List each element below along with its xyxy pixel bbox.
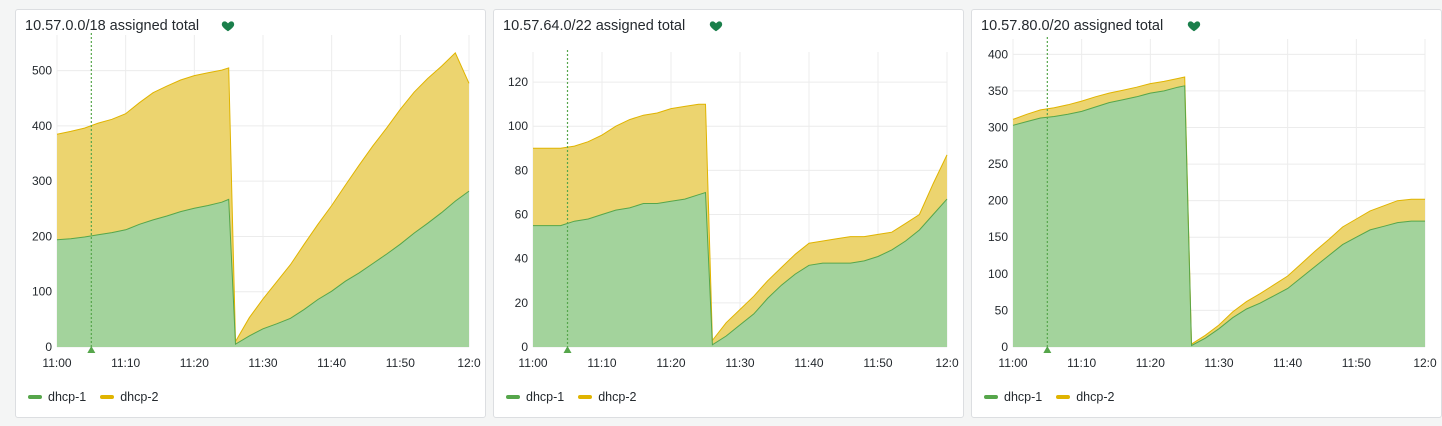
series-line-dhcp-1 <box>1012 85 1425 347</box>
panel-title[interactable]: 10.57.80.0/20 assigned total <box>981 18 1164 34</box>
y-tick-label: 300 <box>32 174 52 188</box>
x-tick-label: 11:30 <box>1204 356 1233 370</box>
legend-label: dhcp-2 <box>1076 390 1115 404</box>
series-line-dhcp-1 <box>56 190 470 346</box>
legend-label: dhcp-2 <box>598 390 637 404</box>
y-tick-label: 60 <box>515 208 529 222</box>
x-tick-label: 11:00 <box>518 356 547 370</box>
annotation-marker <box>87 346 96 353</box>
heart-icon[interactable] <box>709 19 723 33</box>
x-tick-label: 11:00 <box>998 356 1027 370</box>
x-tick-label: 11:50 <box>386 356 415 370</box>
x-tick-label: 11:30 <box>725 356 754 370</box>
x-tick-label: 11:00 <box>42 356 71 370</box>
y-tick-label: 500 <box>32 64 52 78</box>
legend-item[interactable]: dhcp-2 <box>100 390 158 404</box>
legend: dhcp-1 dhcp-2 <box>506 390 636 404</box>
panel-title[interactable]: 10.57.64.0/22 assigned total <box>503 18 686 34</box>
series-line-dhcp-1 <box>533 191 948 346</box>
x-tick-label: 12:0 <box>1413 356 1437 370</box>
stacked-area-chart[interactable]: 0 20 40 60 80 100 120 11:00 11:10 11:20 11:30 11:40… <box>494 10 965 419</box>
chart-panel[interactable]: 10.57.64.0/22 assigned total 0 20 40 60 80 100… <box>493 9 964 418</box>
x-tick-label: 12:0 <box>457 356 481 370</box>
legend-swatch <box>578 395 593 399</box>
y-tick-label: 400 <box>988 47 1008 61</box>
legend: dhcp-1 dhcp-2 <box>28 390 158 404</box>
legend: dhcp-1 dhcp-2 <box>984 390 1114 404</box>
series-area-dhcp-2 <box>533 104 947 345</box>
series-line-dhcp-2 <box>56 52 470 344</box>
stacked-area-chart[interactable]: 0 100 200 300 400 500 11:00 11:10 11:20 11:30 11:4… <box>16 10 487 419</box>
legend-swatch <box>1056 395 1071 399</box>
legend-item[interactable]: dhcp-1 <box>984 390 1042 404</box>
y-tick-label: 0 <box>45 340 52 354</box>
y-tick-label: 350 <box>988 84 1008 98</box>
chart-panel[interactable]: 10.57.0.0/18 assigned total 0 100 200 300 400… <box>15 9 486 418</box>
legend-label: dhcp-1 <box>48 390 87 404</box>
panel-title[interactable]: 10.57.0.0/18 assigned total <box>25 18 200 34</box>
series-area-dhcp-2 <box>57 52 469 345</box>
y-tick-label: 300 <box>988 120 1008 134</box>
legend-label: dhcp-2 <box>120 390 159 404</box>
y-tick-label: 150 <box>988 230 1008 244</box>
x-tick-label: 11:10 <box>111 356 140 370</box>
x-tick-label: 11:40 <box>317 356 346 370</box>
x-tick-label: 11:30 <box>248 356 277 370</box>
y-tick-label: 0 <box>1001 340 1008 354</box>
x-tick-label: 11:10 <box>1067 356 1096 370</box>
legend-swatch <box>984 395 998 399</box>
legend-swatch <box>28 395 42 399</box>
legend-item[interactable]: dhcp-2 <box>578 390 636 404</box>
y-tick-label: 40 <box>515 252 529 266</box>
series-line-dhcp-2 <box>1012 76 1425 345</box>
x-tick-label: 11:10 <box>587 356 616 370</box>
y-tick-label: 80 <box>515 163 529 177</box>
y-tick-label: 100 <box>32 285 52 299</box>
heart-icon[interactable] <box>221 19 235 33</box>
legend-label: dhcp-1 <box>1004 390 1043 404</box>
legend-item[interactable]: dhcp-1 <box>28 390 86 404</box>
x-tick-label: 11:20 <box>656 356 685 370</box>
y-tick-label: 120 <box>508 75 528 89</box>
y-tick-label: 200 <box>32 229 52 243</box>
legend-swatch <box>506 395 520 399</box>
heart-icon[interactable] <box>1187 19 1201 33</box>
x-tick-label: 11:50 <box>863 356 892 370</box>
x-tick-label: 11:20 <box>180 356 209 370</box>
legend-item[interactable]: dhcp-2 <box>1056 390 1114 404</box>
x-tick-label: 11:40 <box>1273 356 1302 370</box>
series-line-dhcp-2 <box>533 103 948 342</box>
series-area-dhcp-1 <box>1013 85 1425 348</box>
legend-swatch <box>100 395 115 399</box>
y-tick-label: 200 <box>988 194 1008 208</box>
y-tick-label: 50 <box>995 303 1009 317</box>
y-tick-label: 400 <box>32 119 52 133</box>
chart-panel[interactable]: 10.57.80.0/20 assigned total 0 50 100 150 200… <box>971 9 1442 418</box>
x-tick-label: 12:0 <box>935 356 959 370</box>
legend-item[interactable]: dhcp-1 <box>506 390 564 404</box>
series-area-dhcp-1 <box>57 191 469 347</box>
series-area-dhcp-1 <box>533 192 947 347</box>
y-tick-label: 100 <box>988 267 1008 281</box>
annotation-marker <box>563 346 572 353</box>
x-tick-label: 11:50 <box>1342 356 1371 370</box>
x-tick-label: 11:40 <box>794 356 823 370</box>
x-tick-label: 11:20 <box>1136 356 1165 370</box>
legend-label: dhcp-1 <box>526 390 565 404</box>
annotation-marker <box>1043 346 1052 353</box>
y-tick-label: 100 <box>508 119 528 133</box>
y-tick-label: 20 <box>515 296 529 310</box>
y-tick-label: 250 <box>988 157 1008 171</box>
y-tick-label: 0 <box>521 340 528 354</box>
